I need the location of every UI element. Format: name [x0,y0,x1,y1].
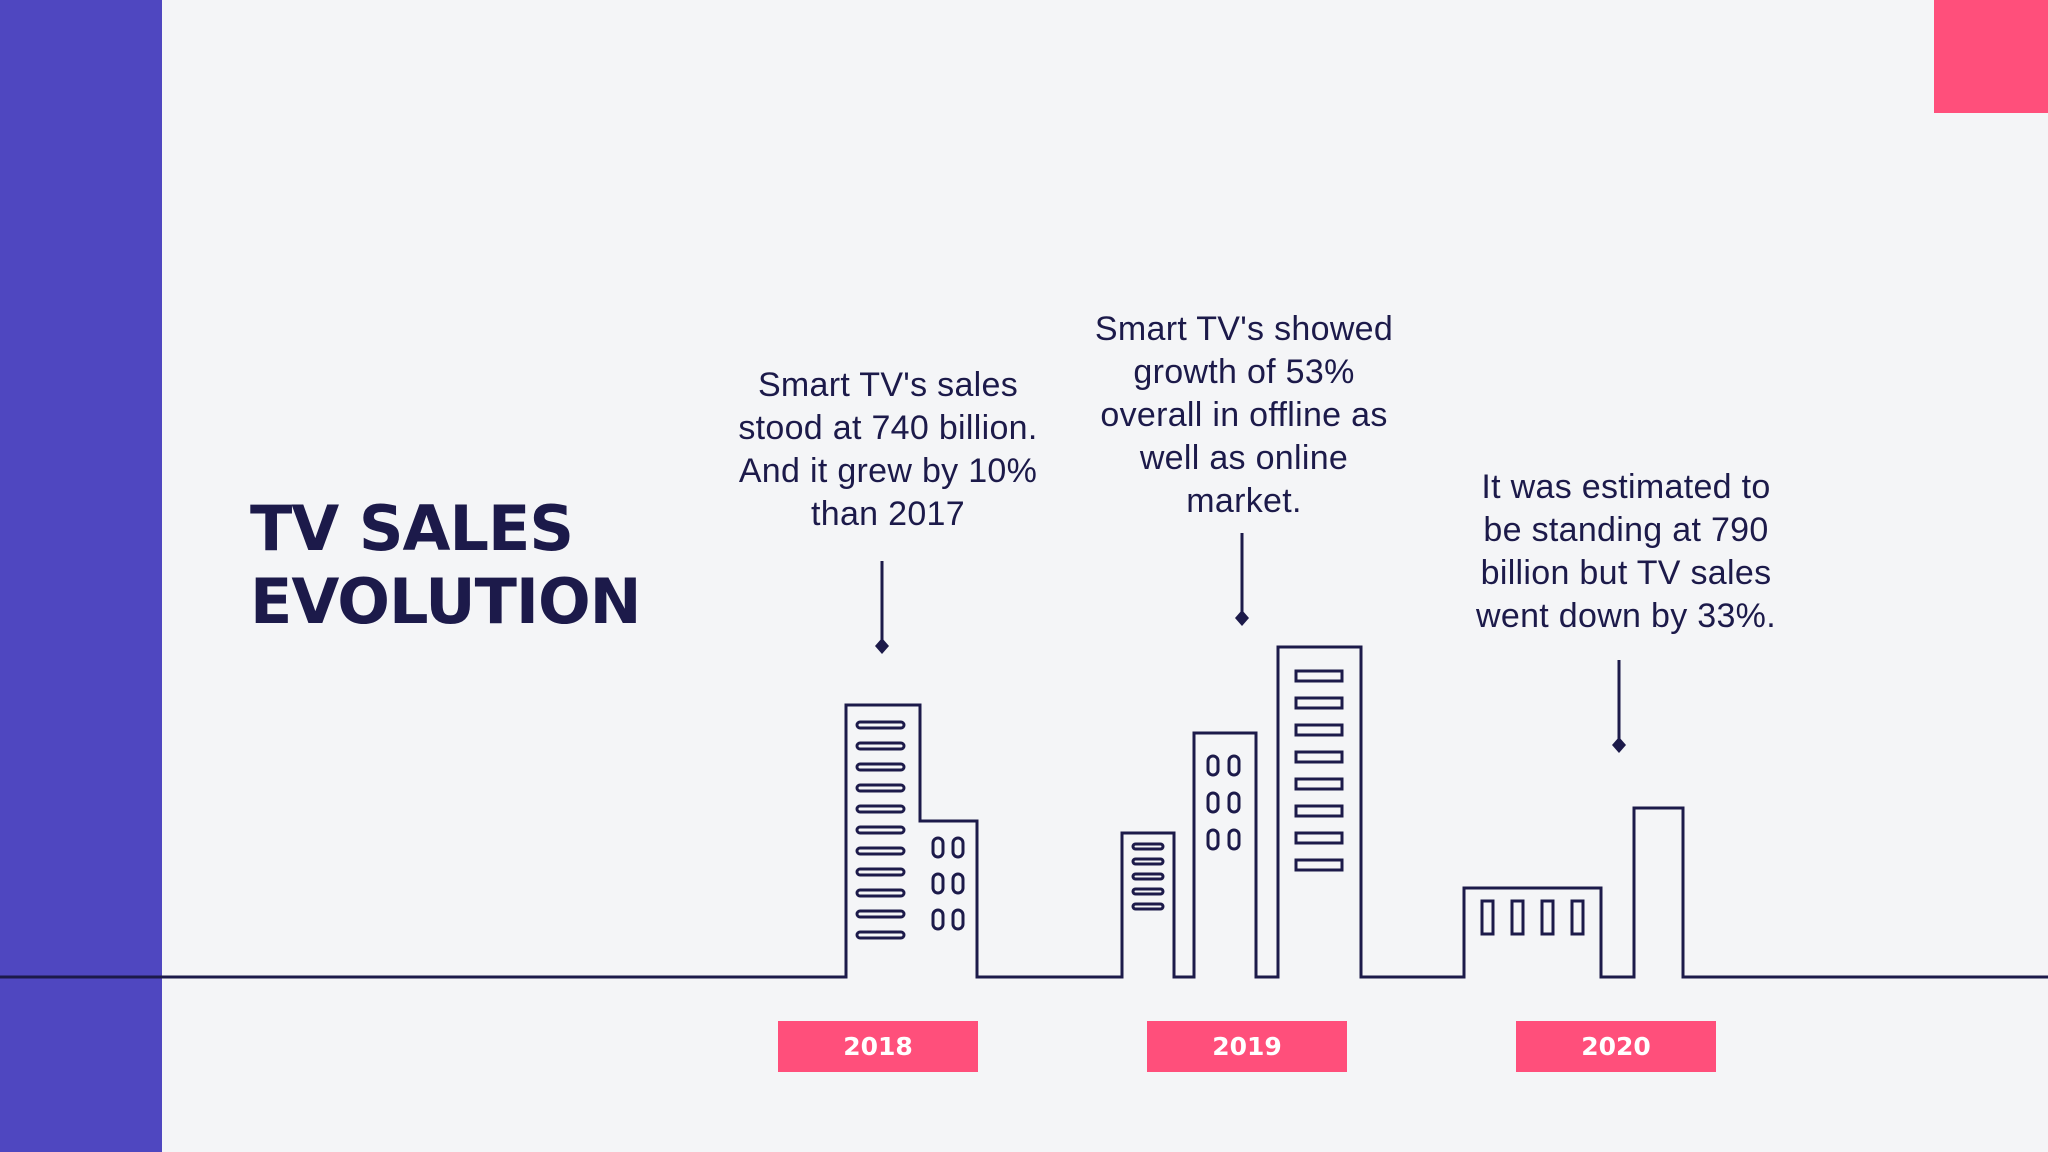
callout-2019: Smart TV's showed growth of 53% overall … [1094,310,1394,520]
building-2019-short-windows [1131,842,1165,911]
building-2019-tall-windows [1294,669,1344,872]
title-line-1: TV SALES [250,492,574,565]
pointer-diamond-2019 [1235,610,1249,626]
skyline-outline [0,645,2048,979]
building-2018-tall-windows [855,720,906,940]
building-2020-low-windows [1480,899,1585,936]
title-line-2: EVOLUTION [250,565,642,638]
pointer-diamond-2018 [875,638,889,654]
year-badge-2018: 2018 [778,1021,978,1072]
callout-2018: Smart TV's sales stood at 740 billion. A… [738,366,1038,533]
left-accent-bar [0,0,162,1152]
building-2018-small-windows [931,836,965,931]
callout-2020: It was estimated to be standing at 790 b… [1476,468,1776,635]
corner-accent-block [1934,0,2048,113]
slide-title: TV SALES EVOLUTION [250,492,642,638]
pointer-diamond-2020 [1612,737,1626,753]
building-2019-middle-windows [1206,754,1241,851]
year-badge-2019: 2019 [1147,1021,1347,1072]
year-badge-2020: 2020 [1516,1021,1716,1072]
